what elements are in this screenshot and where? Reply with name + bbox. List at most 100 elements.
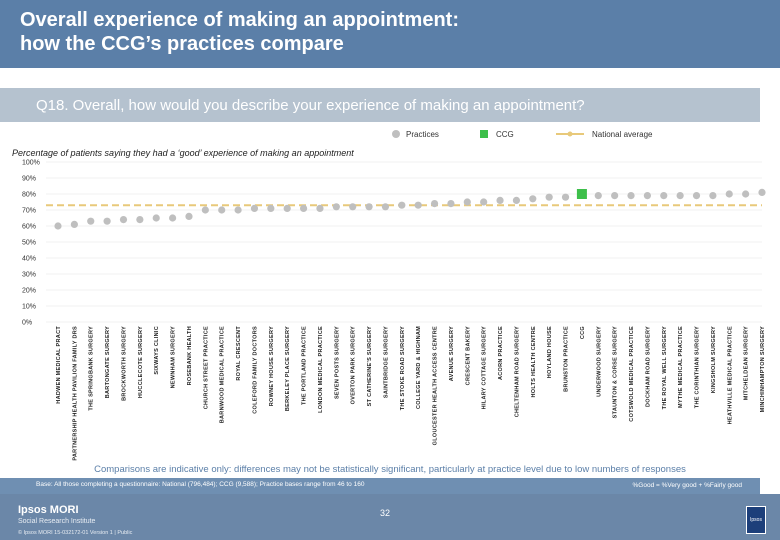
category-label: SEVEN POSTS SURGERY: [334, 326, 340, 399]
category-label: THE STOKE ROAD SURGERY: [400, 326, 406, 410]
category-label: HUCCLECOTE SURGERY: [138, 326, 144, 398]
category-label: PARTNERSHIP HEALTH PAVILION FAMILY DRS: [72, 326, 78, 461]
base-text: Base: All those completing a questionnai…: [36, 481, 365, 488]
practice-marker: [725, 190, 733, 198]
practice-marker: [496, 196, 504, 204]
title-line-1: Overall experience of making an appointm…: [20, 9, 460, 31]
y-tick-label: 50%: [22, 240, 36, 247]
title-line-2: how the CCG’s practices compare: [20, 33, 344, 55]
header-banner: Overall experience of making an appointm…: [0, 0, 780, 68]
category-label: AVENUE SURGERY: [449, 326, 455, 381]
practice-marker: [709, 192, 717, 200]
practice-marker: [299, 204, 308, 212]
category-label: ACORN PRACTICE: [498, 326, 504, 380]
category-label: DOCKHAM ROAD SURGERY: [645, 326, 651, 407]
practice-marker: [54, 222, 62, 230]
category-label: BROCKWORTH SURGERY: [121, 326, 127, 401]
chart-subtitle: Percentage of patients saying they had a…: [12, 148, 354, 158]
practice-marker: [545, 193, 553, 201]
practice-marker: [463, 198, 471, 206]
category-label: THE PORTLAND PRACTICE: [302, 326, 308, 405]
brand-logo: Ipsos MORI: [18, 504, 79, 516]
category-label: BERKELEY PLACE SURGERY: [285, 326, 291, 411]
category-label: OVERTON PARK SURGERY: [351, 326, 357, 404]
y-tick-label: 90%: [22, 176, 36, 183]
practice-marker: [103, 217, 111, 225]
practice-marker: [676, 192, 684, 200]
legend-ccg-label: CCG: [496, 130, 514, 139]
y-tick-label: 70%: [22, 208, 36, 215]
category-label: ROWNEY HOUSE SURGERY: [269, 326, 275, 406]
category-label: CRESCENT BAKERY: [465, 326, 471, 385]
practice-marker: [414, 201, 422, 209]
practice-marker: [365, 203, 373, 211]
category-label: CCG: [580, 326, 586, 339]
practice-marker: [398, 201, 406, 209]
category-label: NEWNHAM SURGERY: [171, 326, 177, 388]
category-label: COTSWOLD MEDICAL PRACTICE: [629, 326, 635, 422]
y-tick-label: 80%: [22, 192, 36, 199]
category-label: MINCHINHAMPTON SURGERY: [760, 326, 766, 412]
brand-subtitle: Social Research Institute: [18, 518, 96, 525]
practice-marker: [758, 188, 766, 196]
practice-marker: [660, 192, 668, 200]
practice-marker: [332, 203, 340, 211]
practice-marker: [447, 200, 455, 208]
scatter-chart: 0% 10% 20% 30% 40% 50% 60% 70% 80% 90% 100% HADWEN …: [22, 160, 766, 461]
base-bar: Base: All those completing a questionnai…: [0, 478, 760, 494]
practice-marker: [234, 206, 242, 214]
practice-marker: [349, 203, 357, 211]
page-title: Overall experience of making an appointm…: [20, 8, 620, 56]
practice-marker: [283, 204, 291, 212]
practice-marker: [70, 220, 78, 228]
chart-legend: Practices CCG National average: [0, 128, 780, 144]
question-text: Q18. Overall, how would you describe you…: [36, 97, 585, 114]
ipsos-logo: Ipsos: [746, 506, 766, 534]
practice-marker: [250, 204, 259, 212]
category-label: UNDERWOOD SURGERY: [596, 326, 602, 397]
category-label: THE SPRINGBANK SURGERY: [89, 326, 95, 411]
practice-marker: [136, 216, 144, 224]
category-label: SIXWAYS CLINIC: [154, 326, 160, 375]
category-label: HEATHVILLE MEDICAL PRACTICE: [727, 326, 733, 424]
legend-national-label: National average: [592, 130, 653, 139]
practice-marker: [611, 192, 619, 200]
y-tick-label: 60%: [22, 224, 36, 231]
legend-practices-marker: [392, 130, 400, 138]
category-label: HILARY COTTAGE SURGERY: [482, 326, 488, 409]
category-label: BARTONGATE SURGERY: [105, 326, 111, 398]
category-label: GLOUCESTER HEALTH ACCESS CENTRE: [433, 326, 439, 445]
footer: Ipsos MORI Social Research Institute © I…: [0, 494, 780, 540]
category-label: LONDON MEDICAL PRACTICE: [318, 326, 324, 413]
practice-marker: [594, 192, 602, 200]
question-bar: Q18. Overall, how would you describe you…: [0, 88, 760, 122]
practice-marker: [643, 192, 651, 200]
y-tick-label: 30%: [22, 272, 36, 279]
legend-national-marker: [567, 131, 573, 137]
practice-marker: [742, 190, 750, 198]
practice-marker: [430, 200, 439, 208]
practice-marker: [119, 216, 128, 224]
copyright: © Ipsos MORI 15-032172-01 Version 1 | Pu…: [18, 530, 133, 536]
practice-marker: [267, 204, 275, 212]
legend-practices-label: Practices: [406, 130, 439, 139]
practice-marker: [185, 212, 193, 220]
practice-marker: [512, 196, 521, 204]
category-label: COLLEGE YARD & HIGHNAM: [416, 326, 422, 409]
practice-marker: [201, 206, 209, 214]
category-label: KINGSHOLM SURGERY: [711, 326, 717, 393]
category-label: MYTHE MEDICAL PRACTICE: [678, 326, 684, 408]
category-label: BRUNSTON PRACTICE: [564, 326, 570, 392]
y-tick-label: 40%: [22, 256, 36, 263]
legend-ccg-marker: [480, 130, 488, 138]
practice-marker: [627, 192, 635, 200]
practice-marker: [692, 192, 701, 200]
category-label: ROSEBANK HEALTH: [187, 326, 193, 385]
category-label: BARNWOOD MEDICAL PRACTICE: [220, 326, 226, 423]
practice-marker: [561, 193, 570, 201]
category-label: THE CORINTHIAN SURGERY: [695, 326, 701, 408]
category-label: ROYAL CRESCENT: [236, 326, 242, 381]
category-label: CHURCH STREET PRACTICE: [203, 326, 209, 409]
category-label: HADWEN MEDICAL PRACT: [56, 326, 62, 404]
category-label: THE ROYAL WELL SURGERY: [662, 326, 668, 409]
